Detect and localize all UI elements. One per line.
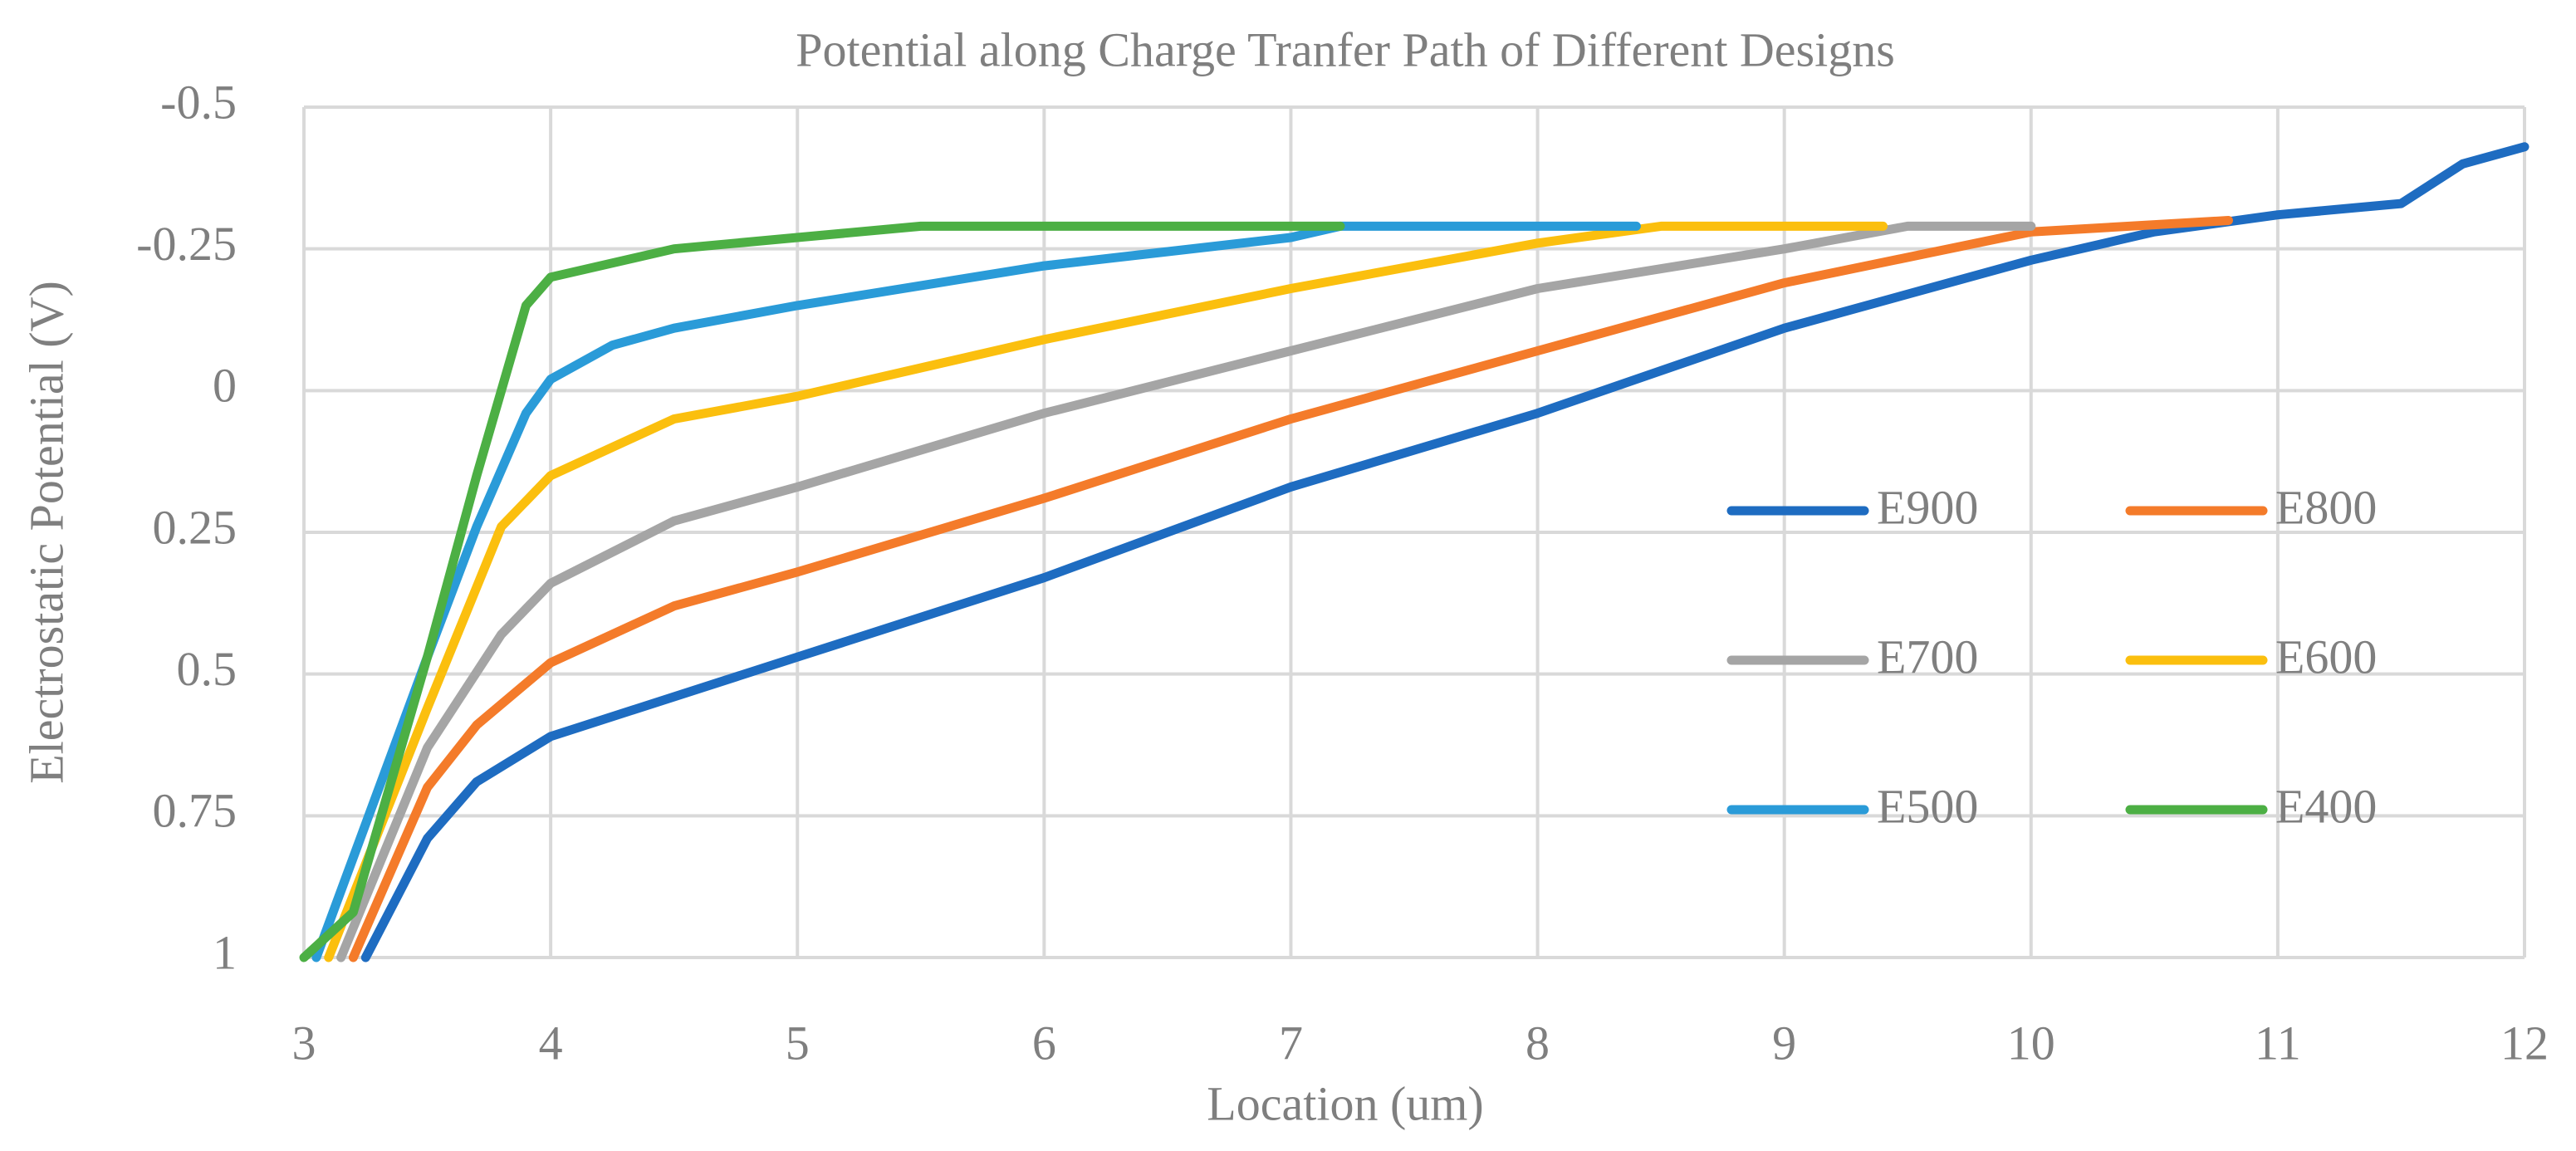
legend-label: E500	[1877, 779, 1978, 833]
series-line	[336, 221, 2036, 962]
y-tick-label: 1	[213, 925, 237, 979]
x-tick-label: 7	[1279, 1016, 1303, 1070]
x-tick-label: 8	[1526, 1016, 1550, 1070]
series-line	[311, 221, 1641, 962]
y-tick-label: -0.25	[136, 217, 237, 271]
series-line	[299, 221, 1345, 962]
x-tick-label: 11	[2255, 1016, 2301, 1070]
x-tick-label: 9	[1772, 1016, 1796, 1070]
y-tick-label: 0	[213, 359, 237, 413]
x-tick-label: 3	[292, 1016, 316, 1070]
legend-label: E900	[1877, 480, 1978, 534]
y-tick-label: 0.5	[177, 642, 238, 696]
x-tick-label: 6	[1032, 1016, 1056, 1070]
y-tick-label: 0.25	[153, 500, 238, 554]
y-axis-title: Electrostatic Potential (V)	[19, 281, 73, 784]
x-tick-label: 10	[2007, 1016, 2055, 1070]
series-line	[348, 216, 2233, 962]
legend-label: E400	[2275, 779, 2377, 833]
series-line	[324, 221, 1888, 962]
x-axis-title: Location (um)	[1207, 1076, 1483, 1130]
legend-label: E800	[2275, 480, 2377, 534]
x-tick-label: 4	[539, 1016, 563, 1070]
series-line	[360, 142, 2529, 962]
x-tick-label: 12	[2500, 1016, 2549, 1070]
y-tick-label: 0.75	[153, 784, 238, 838]
chart-title: Potential along Charge Tranfer Path of D…	[796, 22, 1895, 76]
y-tick-label: -0.5	[160, 75, 237, 129]
legend-label: E600	[2275, 629, 2377, 683]
x-tick-label: 5	[786, 1016, 810, 1070]
legend-label: E700	[1877, 629, 1978, 683]
